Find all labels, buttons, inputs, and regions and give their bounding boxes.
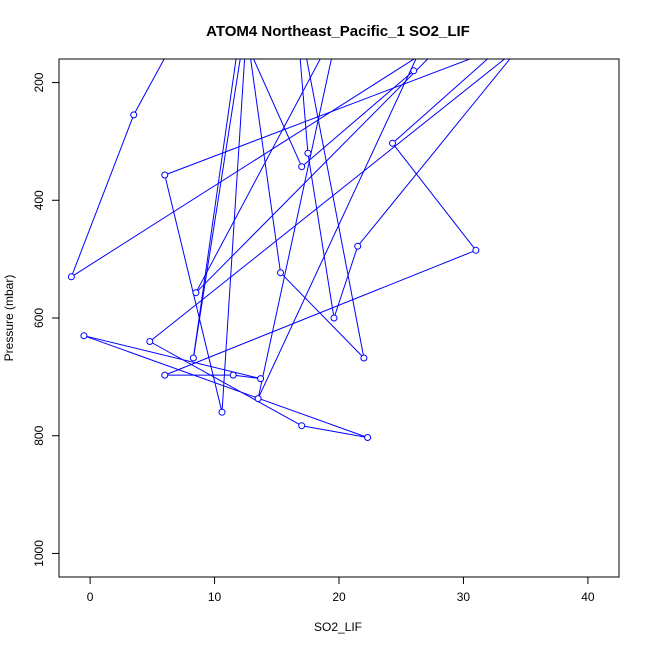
series-line-segment	[83, 335, 261, 380]
data-point	[298, 163, 306, 171]
data-point	[498, 44, 504, 50]
series-line-segment	[301, 425, 368, 438]
y-tick-label: 400	[32, 190, 46, 210]
y-tick-label: 600	[32, 308, 46, 328]
data-point	[304, 149, 312, 157]
x-tick-label: 10	[208, 590, 222, 604]
series-line-segment	[164, 249, 477, 376]
series-line-segment	[195, 59, 321, 293]
series-line-segment	[70, 114, 135, 277]
series-line-segment	[392, 142, 477, 251]
series-line-segment	[192, 59, 241, 359]
series-line-segment	[299, 59, 309, 154]
series-line-segment	[280, 272, 365, 359]
series-line-segment	[71, 59, 415, 278]
data-point	[389, 139, 396, 147]
series-line-segment	[192, 59, 237, 359]
series-line-segment	[164, 59, 472, 176]
data-point	[472, 246, 480, 254]
data-point	[218, 408, 226, 416]
series-line-segment	[195, 59, 429, 294]
x-axis-label: SO2_LIF	[314, 620, 362, 634]
series-line-segment	[149, 341, 302, 427]
series-line-segment	[83, 335, 368, 438]
chart-title: ATOM4 Northeast_Pacific_1 SO2_LIF	[206, 23, 470, 40]
x-tick-label: 30	[457, 590, 471, 604]
y-tick-label: 200	[32, 72, 46, 92]
series-layer	[67, 0, 522, 441]
series-line-segment	[221, 59, 246, 413]
series-line-segment	[357, 59, 511, 247]
series-line-segment	[257, 59, 417, 399]
x-tick-label: 40	[581, 590, 595, 604]
series-line-segment	[149, 59, 506, 342]
y-tick-label: 1000	[32, 540, 46, 567]
x-axis: 0 10 20 30 40	[87, 576, 595, 604]
series-line-segment	[306, 59, 365, 359]
data-point	[277, 269, 284, 277]
data-point	[254, 395, 262, 403]
data-point	[161, 171, 169, 179]
y-tick-label: 800	[32, 425, 46, 445]
data-point	[146, 338, 154, 345]
series-line-segment	[257, 59, 332, 399]
data-point	[360, 354, 368, 362]
data-point	[229, 371, 237, 379]
series-line-segment	[253, 59, 303, 167]
data-point	[364, 434, 372, 441]
plot-frame	[58, 58, 620, 578]
series-line-segment	[250, 59, 281, 273]
data-point	[161, 371, 169, 379]
series-line-segment	[133, 59, 165, 116]
data-point	[67, 273, 75, 281]
data-point	[180, 21, 186, 27]
data-point	[298, 422, 306, 430]
x-tick-label: 0	[87, 590, 94, 604]
series-line-segment	[307, 153, 335, 319]
data-point	[257, 375, 265, 383]
series-line-segment	[392, 59, 489, 144]
data-point	[516, 44, 522, 50]
data-point	[292, 0, 298, 3]
data-point	[130, 111, 138, 119]
series-line-segment	[233, 374, 261, 380]
data-point	[354, 242, 362, 250]
data-point	[80, 332, 88, 340]
x-tick-label: 20	[332, 590, 346, 604]
series-line-segment	[301, 70, 415, 168]
data-point	[410, 67, 418, 75]
data-point	[192, 289, 200, 297]
y-axis: 200 400 600 800 1000	[32, 72, 60, 567]
y-axis-label: Pressure (mbar)	[2, 275, 16, 362]
data-point	[189, 354, 197, 362]
data-point	[330, 314, 338, 322]
